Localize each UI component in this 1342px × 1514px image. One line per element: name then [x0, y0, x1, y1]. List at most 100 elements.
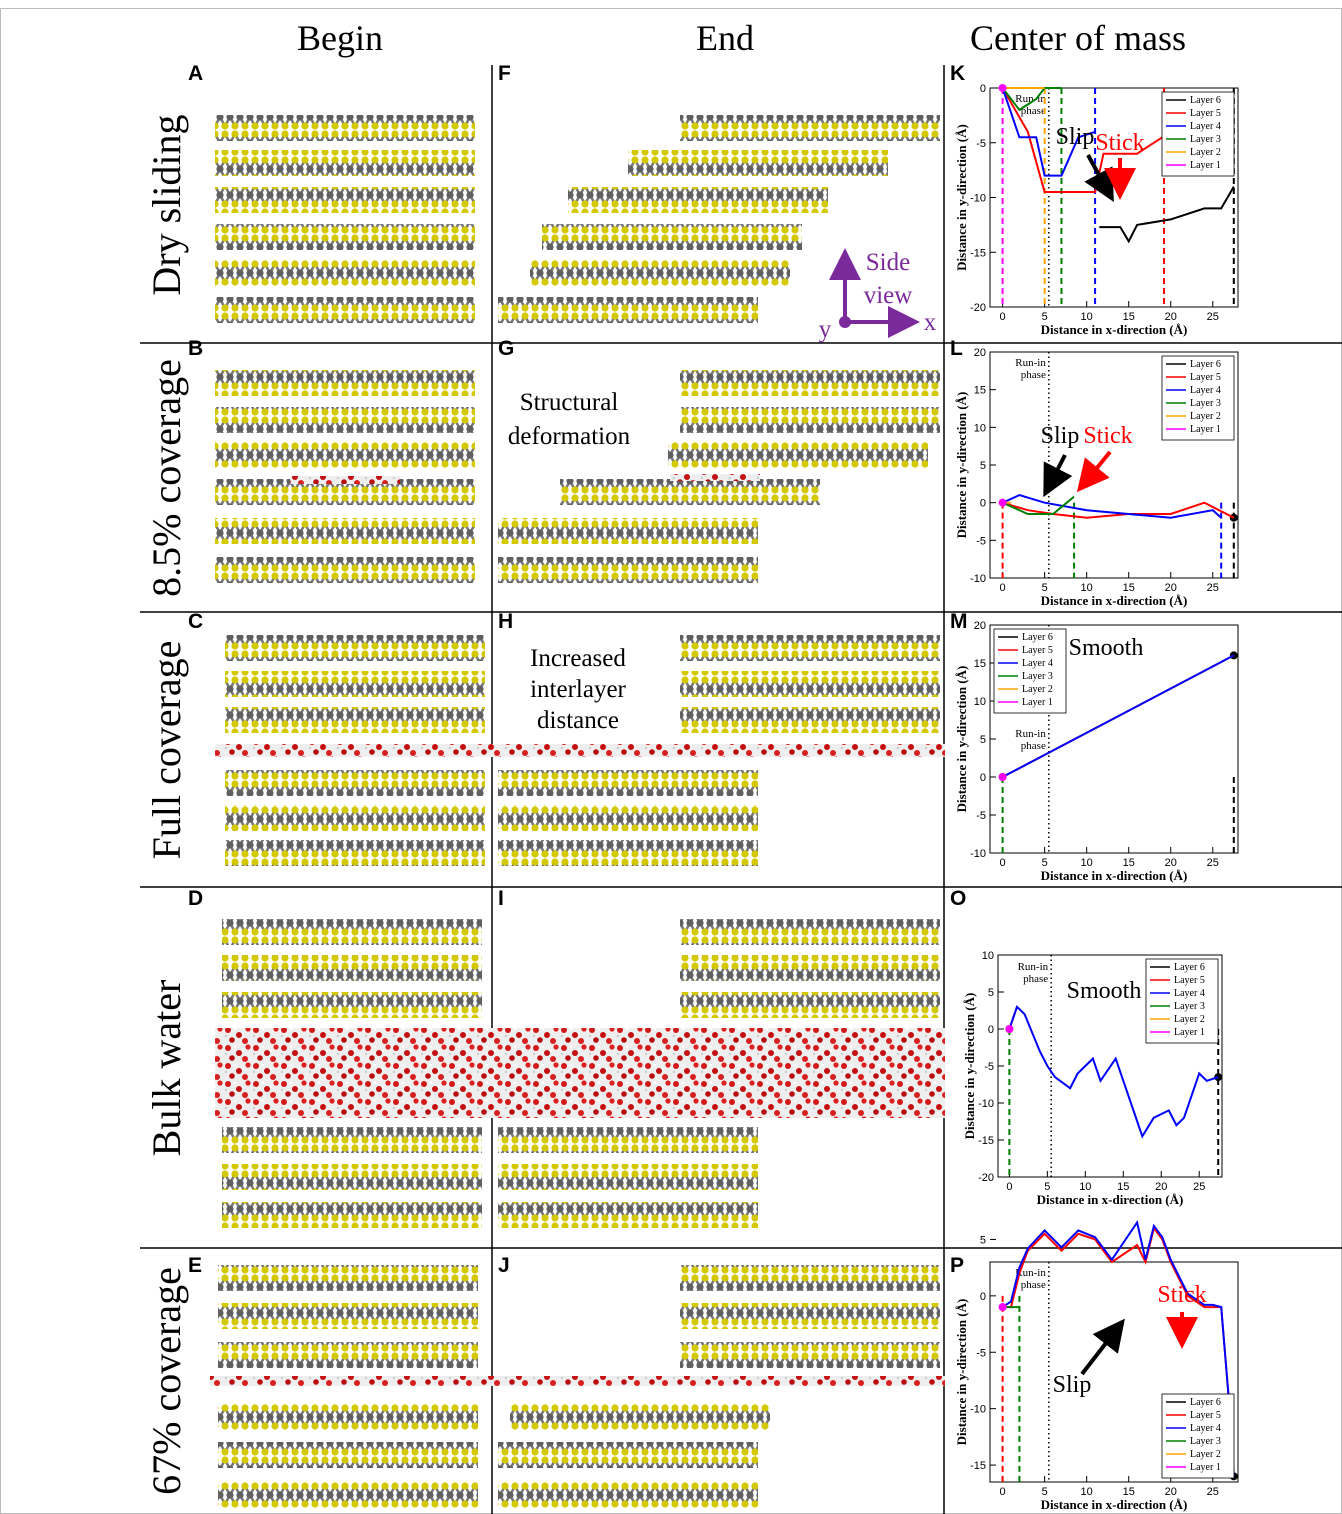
- x-axis-label: Distance in x-direction (Å): [1037, 1192, 1184, 1207]
- panel-letter: E: [188, 1254, 202, 1277]
- axis-name: z: [839, 251, 850, 278]
- x-axis-label: Distance in x-direction (Å): [1041, 322, 1188, 337]
- panel-letter: M: [950, 610, 968, 633]
- row-label: Bulk water: [144, 980, 189, 1157]
- series-line: [1003, 503, 1234, 518]
- legend-label: Layer 6: [1190, 95, 1221, 106]
- panel-letter: I: [498, 887, 504, 910]
- point: [999, 84, 1007, 92]
- point: [1005, 1025, 1013, 1033]
- figure: Begin End Center of mass Dry slidingAF8.…: [0, 0, 1342, 1514]
- mos2-layer: [498, 1127, 758, 1153]
- annotation: Increased: [530, 645, 626, 672]
- legend-label: Layer 4: [1190, 1423, 1221, 1434]
- run-in-label: phase: [1023, 973, 1048, 985]
- mos2-layer: [498, 805, 758, 831]
- axis-name: view: [864, 282, 913, 309]
- mos2-layer: [215, 187, 475, 213]
- mos2-layer: [498, 557, 758, 583]
- panel-letter: L: [950, 337, 963, 360]
- panel-letter: G: [498, 337, 514, 360]
- plot-note: Slip: [1041, 423, 1080, 449]
- run-in-label: Run-in: [1015, 357, 1046, 369]
- column-header: Center of mass: [970, 18, 1186, 58]
- legend-label: Layer 1: [1190, 160, 1221, 171]
- legend-label: Layer 1: [1190, 424, 1221, 435]
- mos2-layer: [498, 1482, 758, 1508]
- mos2-layer: [218, 1442, 478, 1468]
- x-tick-label: 25: [1207, 1486, 1219, 1498]
- axis-name: Side: [866, 249, 910, 276]
- legend-label: Layer 6: [1190, 1397, 1221, 1408]
- y-tick-label: -10: [970, 573, 986, 585]
- plot-note: Stick: [1157, 1282, 1206, 1308]
- panel-letter: B: [188, 337, 203, 360]
- plot-note: Stick: [1095, 130, 1144, 156]
- mos2-layer: [215, 115, 475, 141]
- legend-label: Layer 4: [1022, 658, 1053, 669]
- mos2-layer: [225, 805, 485, 831]
- series-line: [1099, 187, 1234, 242]
- mos2-layer: [225, 635, 485, 661]
- legend-label: Layer 3: [1022, 671, 1053, 682]
- y-tick-label: -10: [970, 1404, 986, 1416]
- row-label: 67% coverage: [144, 1267, 189, 1495]
- run-in-label: phase: [1021, 369, 1046, 381]
- plot-note: Slip: [1053, 1372, 1092, 1398]
- plot-note: Slip: [1056, 124, 1095, 150]
- mos2-layer: [225, 707, 485, 733]
- y-tick-label: 5: [988, 987, 994, 999]
- y-axis-label: Distance in y-direction (Å): [954, 124, 969, 271]
- panel-letter: F: [498, 62, 511, 85]
- y-tick-label: -5: [976, 535, 986, 547]
- column-header: End: [696, 18, 754, 58]
- point: [1230, 514, 1238, 522]
- y-tick-label: -5: [976, 1347, 986, 1359]
- panel-letter: J: [498, 1254, 510, 1277]
- legend-label: Layer 5: [1022, 645, 1053, 656]
- mos2-layer: [498, 840, 758, 866]
- run-in-label: Run-in: [1015, 728, 1046, 740]
- plot-note: Smooth: [1069, 635, 1144, 661]
- x-tick-label: 25: [1193, 1181, 1205, 1193]
- legend-label: Layer 2: [1190, 147, 1221, 158]
- mos2-layer: [225, 840, 485, 866]
- mos2-layer: [680, 955, 940, 981]
- mos2-layer: [215, 557, 475, 583]
- y-tick-label: -20: [978, 1172, 994, 1184]
- mos2-layer: [218, 1265, 478, 1291]
- mos2-layer: [215, 518, 475, 544]
- plot-note: Smooth: [1067, 978, 1142, 1004]
- mos2-layer: [218, 1482, 478, 1508]
- legend-label: Layer 5: [1190, 1410, 1221, 1421]
- row-label: Full coverage: [144, 641, 189, 860]
- axis-name: y: [819, 316, 832, 343]
- mos2-layer: [680, 407, 940, 433]
- x-tick-label: 25: [1207, 857, 1219, 869]
- panel-letter: A: [188, 62, 203, 85]
- y-tick-label: -5: [976, 810, 986, 822]
- y-tick-label: 0: [988, 1024, 994, 1036]
- mos2-layer: [222, 919, 482, 945]
- legend-label: Layer 4: [1174, 988, 1205, 999]
- mos2-layer: [680, 671, 940, 697]
- mos2-layer: [628, 150, 888, 176]
- panel-letter: P: [950, 1254, 964, 1277]
- mos2-layer: [215, 370, 475, 396]
- mos2-layer: [225, 770, 485, 796]
- y-tick-label: 20: [974, 620, 986, 632]
- mos2-layer: [568, 187, 828, 213]
- legend-label: Layer 2: [1190, 411, 1221, 422]
- mos2-layer: [215, 297, 475, 323]
- y-tick-label: 5: [980, 460, 986, 472]
- legend-label: Layer 4: [1190, 121, 1221, 132]
- panel-letter: C: [188, 610, 203, 633]
- mos2-layer: [680, 1303, 940, 1329]
- water: [670, 474, 760, 481]
- y-tick-label: -10: [978, 1098, 994, 1110]
- legend-label: Layer 2: [1190, 1449, 1221, 1460]
- mos2-layer: [222, 955, 482, 981]
- y-tick-label: 5: [980, 1234, 986, 1246]
- point: [999, 1303, 1007, 1311]
